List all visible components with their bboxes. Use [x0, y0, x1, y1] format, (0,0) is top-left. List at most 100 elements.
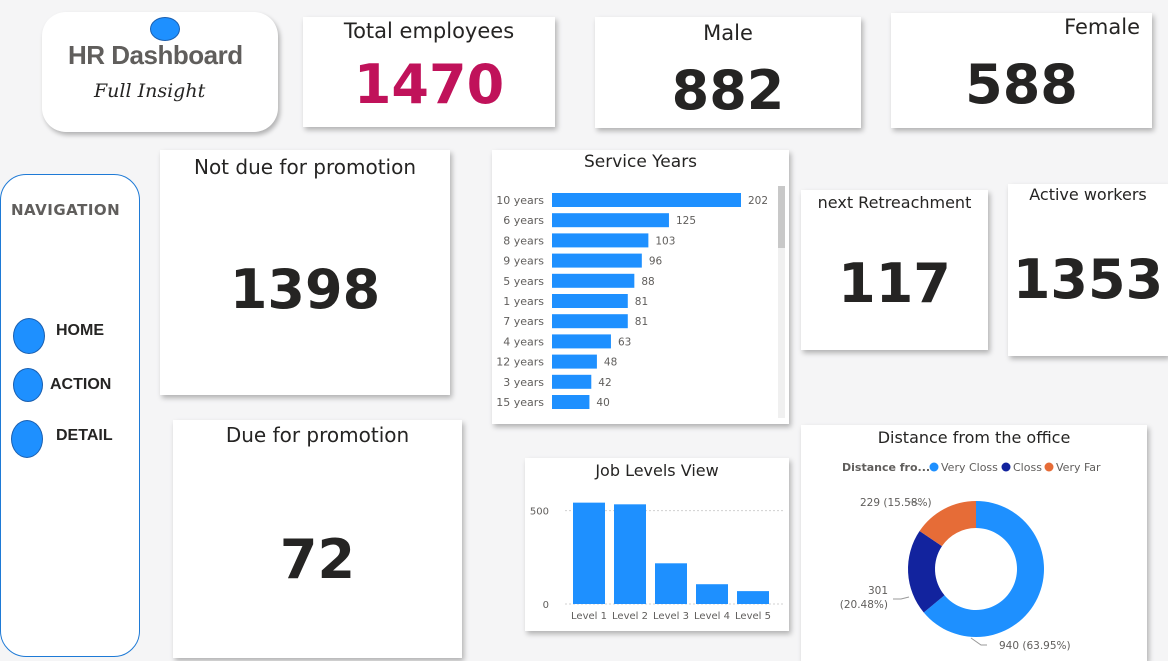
dashboard-subtitle: Full Insight: [94, 80, 206, 102]
service-year-data-label: 96: [649, 256, 663, 268]
service-year-data-label: 202: [748, 195, 768, 207]
service-year-label: 10 years: [496, 194, 544, 207]
service-year-data-label: 88: [641, 276, 654, 288]
service-year-label: 9 years: [503, 255, 544, 268]
male-value: 882: [671, 59, 785, 122]
retirement-value: 117: [838, 252, 951, 315]
service-year-data-label: 81: [635, 316, 648, 328]
distance-legend-entry: Very Closs: [941, 461, 998, 474]
distance-data-label: 940 (63.95%): [999, 640, 1071, 652]
home-label[interactable]: HOME: [56, 322, 104, 339]
service-year-label: 7 years: [503, 315, 544, 328]
distance-data-label: 301: [868, 585, 888, 597]
service-year-label: 15 years: [496, 396, 544, 409]
service-year-label: 6 years: [503, 214, 544, 227]
female-value: 588: [965, 53, 1078, 116]
active-workers-value: 1353: [1012, 248, 1164, 311]
header-card: HR Dashboard Full Insight: [42, 12, 278, 132]
job-level-x-label: Level 5: [735, 611, 771, 622]
job-levels-y-tick: 0: [543, 600, 549, 611]
male-label: Male: [703, 21, 753, 45]
distance-slice: [908, 531, 945, 613]
distance-slice: [919, 501, 976, 547]
distance-legend-entry: Closs: [1013, 461, 1042, 474]
distance-legend-marker: [1044, 462, 1054, 472]
distance-leader-line: [970, 637, 987, 646]
due-label: Due for promotion: [225, 423, 410, 447]
retirement-label: next Retreachment: [817, 193, 972, 212]
service-year-bar: [552, 374, 592, 389]
service-year-bar: [552, 273, 635, 288]
action-button[interactable]: [13, 368, 43, 402]
detail-button[interactable]: [11, 420, 43, 458]
distance-chart: Distance fro... Very Closs Closs Very Far 22…: [840, 461, 1101, 652]
service-year-data-label: 63: [618, 336, 631, 348]
job-levels-chart: 0 500 Level 1 Level 2 Level 3 Level 4 Level 5: [530, 502, 783, 622]
job-level-bar: [737, 591, 769, 604]
female-card: Female 588: [891, 13, 1152, 128]
navigation-title: NAVIGATION: [11, 201, 121, 219]
distance-legend-marker: [1001, 462, 1011, 472]
service-year-bar: [552, 253, 642, 268]
total-employees-value: 1470: [353, 53, 505, 116]
service-year-label: 3 years: [503, 376, 544, 389]
job-levels-y-tick: 500: [530, 507, 549, 518]
service-year-bar: [552, 233, 649, 248]
job-levels-card: Job Levels View 0 500 Level 1 Level 2 Level …: [525, 458, 789, 631]
service-year-label: 4 years: [503, 335, 544, 348]
navigation-panel: NAVIGATION: [0, 174, 140, 657]
male-card: Male 882: [595, 17, 861, 128]
job-level-bar: [655, 563, 687, 604]
service-year-bar: [552, 334, 611, 349]
detail-label[interactable]: DETAIL: [56, 427, 113, 444]
home-button[interactable]: [13, 318, 45, 354]
action-label[interactable]: ACTION: [50, 376, 112, 393]
active-workers-label: Active workers: [1029, 185, 1147, 204]
distance-leader-line: [893, 596, 910, 600]
service-year-bar: [552, 193, 741, 207]
distance-title: Distance from the office: [877, 428, 1071, 447]
distance-card: Distance from the office Distance fro...…: [801, 425, 1147, 661]
service-years-title: Service Years: [583, 152, 698, 172]
service-year-bar: [552, 354, 597, 369]
service-years-scroll-track: [778, 186, 785, 418]
service-year-label: 1 years: [503, 295, 544, 308]
distance-data-label: 229 (15.58%): [860, 497, 932, 509]
service-year-bar: [552, 294, 628, 308]
service-years-card: Service Years 10 years 202 6 years 125 8 yea…: [492, 150, 789, 424]
service-years-scrollbar: [778, 186, 785, 248]
job-level-x-label: Level 4: [694, 611, 730, 622]
service-year-bar: [552, 314, 628, 329]
service-year-data-label: 81: [635, 296, 648, 308]
service-year-bar: [552, 213, 669, 228]
not-due-card: Not due for promotion 1398: [160, 150, 450, 395]
female-label: Female: [1064, 15, 1140, 39]
job-level-bar: [573, 502, 605, 604]
total-employees-card: Total employees 1470: [303, 17, 555, 127]
dashboard-title: HR Dashboard: [68, 40, 243, 70]
distance-leader-line: [908, 501, 922, 506]
job-level-x-label: Level 1: [571, 611, 607, 622]
service-year-label: 5 years: [503, 275, 544, 288]
distance-legend-entry: Very Far: [1056, 461, 1101, 474]
active-workers-card: Active workers 1353: [1008, 184, 1168, 356]
header-dot: [150, 17, 180, 41]
job-level-bar: [696, 584, 728, 604]
service-year-label: 8 years: [503, 234, 544, 247]
service-years-chart: 10 years 202 6 years 125 8 years 103 9 years 96…: [496, 186, 785, 418]
total-employees-label: Total employees: [343, 19, 515, 43]
service-year-data-label: 125: [676, 215, 696, 227]
not-due-value: 1398: [229, 258, 381, 321]
job-level-x-label: Level 2: [612, 611, 648, 622]
due-card: Due for promotion 72: [173, 420, 462, 658]
service-year-bar: [552, 395, 590, 409]
retirement-card: next Retreachment 117: [801, 190, 988, 350]
service-year-label: 12 years: [496, 356, 544, 369]
not-due-label: Not due for promotion: [193, 155, 417, 179]
service-year-data-label: 103: [655, 235, 675, 247]
distance-data-label: (20.48%): [840, 599, 888, 611]
distance-legend-title: Distance fro...: [842, 461, 930, 474]
job-level-x-label: Level 3: [653, 611, 689, 622]
distance-legend-marker: [929, 462, 939, 472]
distance-slice: [923, 501, 1044, 637]
